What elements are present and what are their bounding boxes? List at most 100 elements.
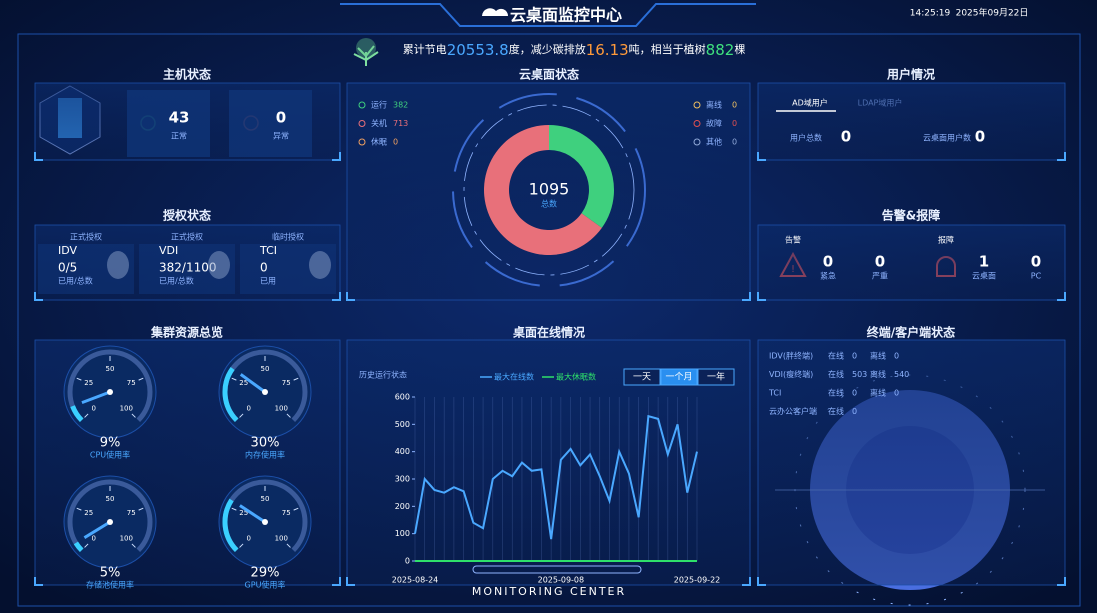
line-series [414,414,698,540]
gauge-track [67,479,153,553]
panel [346,82,751,301]
gauge-value: 30% [251,436,280,451]
header-frame [340,3,756,27]
status-box [127,90,210,157]
range-button[interactable] [623,368,661,386]
banner-part: 882 [706,41,735,59]
status-label: 正常 [171,132,187,141]
user-label: 云桌面用户数 [923,133,971,143]
gauge-title: 内存使用率 [245,450,285,460]
panel-title: 主机状态 [163,67,211,82]
gauge-title: CPU使用率 [90,450,130,460]
user-value: 0 [841,128,851,146]
cloud-logo [482,8,509,16]
terminal-name: VDI(瘦终端) [769,369,813,379]
status-box [229,90,312,157]
auth-name: VDI [159,244,178,257]
auth-value: 0/5 [58,261,77,275]
legend-value: 0 [732,119,737,128]
legend-label: 休眠 [371,137,387,147]
gauge-tick-label: 50 [106,495,115,503]
terminal-key: 在线 [828,406,844,416]
panel-corner [34,577,341,586]
alarm-value: 0 [875,253,885,271]
legend-label: 运行 [371,100,387,110]
pie-ring [463,104,635,276]
y-tick-label: 400 [395,447,410,456]
pie-ring [452,93,646,287]
time: 14:25:19 [910,9,951,19]
gauge-value: 5% [100,566,121,581]
auth-caption: 已用/总数 [159,276,194,286]
gauge-tick [84,413,89,418]
status-label: 异常 [273,132,289,141]
auth-icon [309,251,331,279]
chart-subtitle: 历史运行状态 [359,370,407,380]
gauge-tick-label: 25 [84,379,93,387]
terminal-count: 0 [852,407,857,416]
gauge-needle [239,504,266,524]
auth-tag: 正式授权 [171,232,203,242]
auth-caption: 已用/总数 [58,276,93,286]
range-button-label[interactable]: 一个月 [665,372,692,383]
gauge-value-arc [70,405,84,423]
x-tick-label: 2025-09-08 [538,576,585,585]
gauge-hub [262,389,268,395]
legend-value: 0 [732,138,737,147]
range-button[interactable] [660,368,698,386]
gauge-tick [76,507,82,511]
gauge-tick [231,507,237,511]
gauge-tick-label: 25 [239,509,248,517]
date: 2025年09月22日 [956,7,1029,19]
auth-name: TCI [259,244,277,257]
gauge-tick-label: 0 [247,404,251,412]
gauge-hub [107,519,113,525]
banner-part: 度，减少碳排放 [509,42,586,56]
legend-dot [358,120,366,127]
gauge-tick-label: 100 [275,534,288,542]
range-button-label[interactable]: 一年 [707,371,725,383]
legend-label: 其他 [706,137,722,147]
alarm-label: 严重 [872,271,888,281]
terminal-count: 540 [894,370,909,379]
panel-corner [34,152,341,161]
alarm-value: 1 [979,253,989,271]
gauge-tick-label: 50 [106,365,115,373]
panel [757,82,1066,161]
gauge-needle [83,520,111,539]
gauge-tick-label: 75 [282,509,291,517]
gauge-tick-label: 0 [92,534,96,542]
terminal-count: 503 [852,370,867,379]
legend-dot [693,101,701,109]
gauge-tick [293,507,299,511]
gauge-tick-label: 100 [275,404,288,412]
legend-value: 0 [732,101,737,110]
pie-slice [549,125,615,228]
y-tick-label: 600 [395,393,410,402]
legend-dot [693,120,701,127]
range-button[interactable] [697,368,735,386]
header-title: 云桌面监控中心 [510,6,622,25]
y-tick-label: 300 [395,475,410,484]
gauge-tick [239,413,244,418]
y-tick-label: 0 [405,557,410,566]
panel-title: 告警&报障 [882,208,940,223]
legend-label: 最大休眠数 [556,372,596,382]
gauge-tick [239,543,244,548]
terminal-count: 0 [894,352,899,361]
auth-tag: 临时授权 [272,232,304,242]
gauge-tick [138,377,144,381]
banner: 累计节电20553.8度，减少碳排放16.13吨，相当于植树882棵 [403,41,746,59]
legend-label: 离线 [706,100,722,110]
x-tick-label: 2025-09-22 [674,576,721,585]
panel-corner [346,292,751,301]
legend-label: 最大在线数 [494,372,534,382]
terminal-name: TCI [768,389,781,398]
range-button-label[interactable]: 一天 [633,373,651,383]
panel-title: 桌面在线情况 [512,325,585,340]
terminal-name: IDV(胖终端) [769,351,813,361]
gauge-tick [286,413,291,418]
panel-corner [757,152,1066,161]
pie-total: 1095 [529,180,570,199]
